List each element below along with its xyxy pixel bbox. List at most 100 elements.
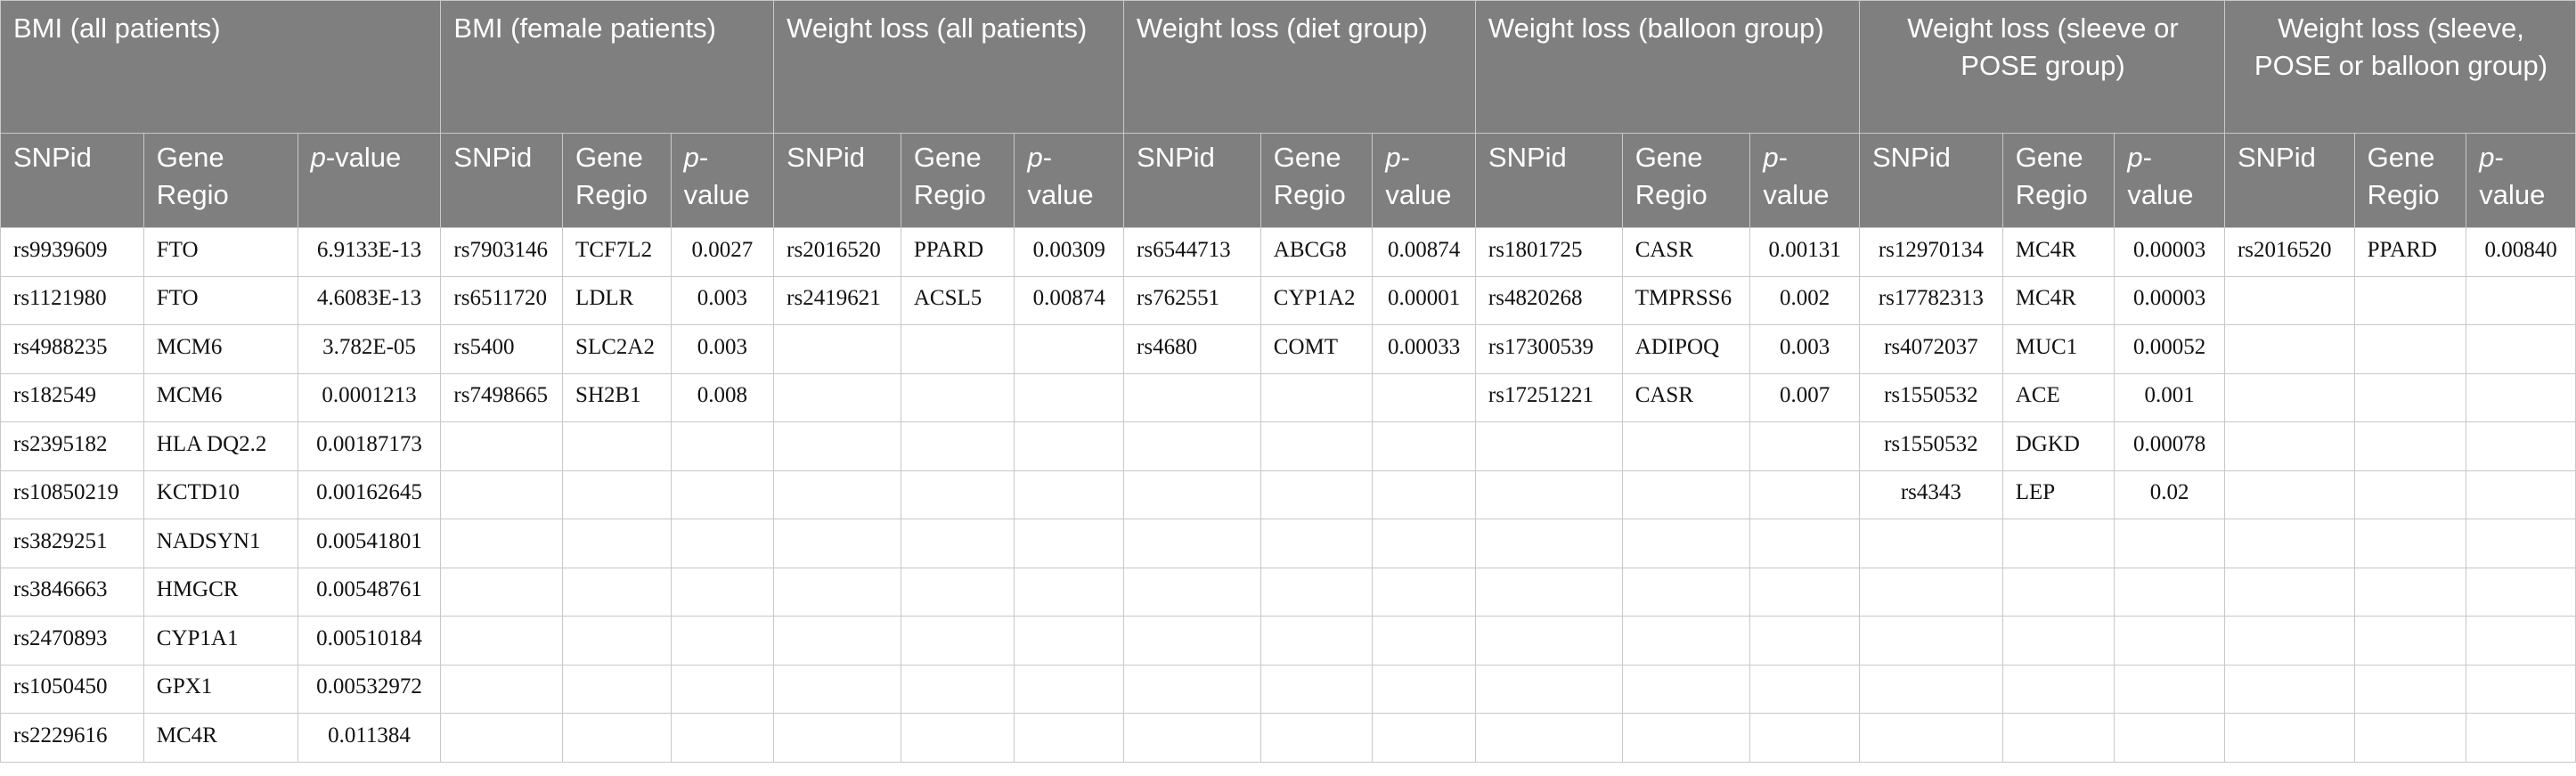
p-value-cell <box>2466 519 2576 568</box>
p-value-cell <box>1372 470 1476 519</box>
p-value-header-suffix: -value <box>325 142 402 173</box>
p-value-cell <box>1014 324 1125 374</box>
p-value-cell: 6.9133E-13 <box>297 227 442 277</box>
gene-cell: ADIPOQ <box>1621 324 1751 374</box>
p-value-cell: 0.003 <box>670 275 775 325</box>
group-header: Weight loss (balloon group) <box>1474 0 1860 134</box>
p-value-cell <box>2466 372 2576 422</box>
gene-cell <box>2353 713 2467 763</box>
gene-cell: HMGCR <box>143 567 298 617</box>
gene-cell: MCM6 <box>143 324 298 374</box>
p-value-cell <box>1749 713 1860 763</box>
gene-cell: CYP1A2 <box>1259 275 1374 325</box>
gene-cell <box>2001 519 2115 568</box>
gene-cell <box>1259 664 1374 714</box>
gene-cell: TCF7L2 <box>562 227 672 277</box>
snpid-cell: rs762551 <box>1123 275 1261 325</box>
snpid-cell <box>1858 616 2003 666</box>
snpid-cell: rs6511720 <box>440 275 564 325</box>
table-row: rs2470893 CYP1A1 0.00510184 <box>0 616 2576 666</box>
gene-cell: CYP1A1 <box>143 616 298 666</box>
gene-cell: MC4R <box>2001 275 2115 325</box>
gene-cell <box>1621 713 1751 763</box>
p-value-cell: 0.007 <box>1749 372 1860 422</box>
group-header: Weight loss (all patients) <box>773 0 1125 134</box>
gene-cell <box>900 421 1015 471</box>
snpid-cell: rs2419621 <box>773 275 901 325</box>
gene-cell <box>562 664 672 714</box>
p-value-header-suffix: -value <box>2127 142 2194 210</box>
table-body: rs9939609 FTO 6.9133E-13 rs7903146 TCF7L2 0.0… <box>0 227 2576 763</box>
p-value-cell <box>2466 713 2576 763</box>
gene-cell: MCM6 <box>143 372 298 422</box>
group-header: Weight loss (sleeve, POSE or balloon gro… <box>2223 0 2576 134</box>
snpid-header: SNPid <box>1474 133 1623 228</box>
snpid-cell <box>1858 519 2003 568</box>
snpid-cell: rs7903146 <box>440 227 564 277</box>
p-value-cell: 0.003 <box>670 324 775 374</box>
p-value-cell: 0.00532972 <box>297 664 442 714</box>
snpid-cell <box>773 567 901 617</box>
gene-cell <box>1259 470 1374 519</box>
snpid-cell <box>440 421 564 471</box>
snpid-cell <box>1123 372 1261 422</box>
p-value-cell: 0.003 <box>1749 324 1860 374</box>
p-value-cell <box>670 713 775 763</box>
snpid-cell: rs3829251 <box>0 519 144 568</box>
snpid-cell: rs4072037 <box>1858 324 2003 374</box>
gene-cell: COMT <box>1259 324 1374 374</box>
table-row: rs1121980 FTO 4.6083E-13 rs6511720 LDLR 0.003… <box>0 275 2576 325</box>
gene-cell <box>900 616 1015 666</box>
table-row: rs10850219 KCTD10 0.00162645 rs4343 LEP 0.02 <box>0 470 2576 519</box>
snpid-cell <box>773 664 901 714</box>
snpid-cell <box>440 470 564 519</box>
p-value-cell <box>670 567 775 617</box>
p-value-cell: 3.782E-05 <box>297 324 442 374</box>
snpid-header: SNPid <box>440 133 564 228</box>
p-value-cell <box>2466 567 2576 617</box>
table-row: rs182549 MCM6 0.0001213 rs7498665 SH2B1 0.008… <box>0 372 2576 422</box>
snpid-cell <box>1123 470 1261 519</box>
p-value-cell <box>1014 713 1125 763</box>
snpid-cell: rs4820268 <box>1474 275 1623 325</box>
p-value-header: p-value <box>2466 133 2576 228</box>
snpid-cell <box>440 664 564 714</box>
p-value-cell <box>1014 567 1125 617</box>
p-value-cell: 0.00541801 <box>297 519 442 568</box>
snpid-cell <box>2223 372 2355 422</box>
p-value-cell <box>1014 372 1125 422</box>
snpid-cell: rs17300539 <box>1474 324 1623 374</box>
p-value-cell <box>1372 616 1476 666</box>
p-value-cell <box>1014 664 1125 714</box>
gene-cell <box>562 616 672 666</box>
snpid-cell <box>1858 567 2003 617</box>
p-value-cell <box>2466 421 2576 471</box>
snpid-cell: rs17251221 <box>1474 372 1623 422</box>
p-value-cell <box>2114 616 2225 666</box>
p-value-header: p-value <box>1749 133 1860 228</box>
snpid-cell: rs17782313 <box>1858 275 2003 325</box>
snpid-cell <box>773 372 901 422</box>
table-row: rs4988235 MCM6 3.782E-05 rs5400 SLC2A2 0.003 r… <box>0 324 2576 374</box>
snpid-cell: rs1050450 <box>0 664 144 714</box>
snpid-header: SNPid <box>2223 133 2355 228</box>
gene-cell: GPX1 <box>143 664 298 714</box>
p-value-header-italic: p <box>683 142 699 173</box>
p-value-cell: 0.02 <box>2114 470 2225 519</box>
p-value-cell <box>1372 567 1476 617</box>
gene-cell <box>562 470 672 519</box>
gene-cell <box>2353 372 2467 422</box>
p-value-header-italic: p <box>1385 142 1401 173</box>
gene-region-header: Gene Regio <box>2353 133 2467 228</box>
gene-cell: DGKD <box>2001 421 2115 471</box>
gene-cell <box>900 372 1015 422</box>
snpid-cell <box>2223 470 2355 519</box>
gene-cell <box>1621 616 1751 666</box>
p-value-cell: 0.00309 <box>1014 227 1125 277</box>
gene-cell <box>900 519 1015 568</box>
p-value-header-suffix: -value <box>2479 142 2546 210</box>
gene-cell: PPARD <box>900 227 1015 277</box>
gene-cell <box>2353 324 2467 374</box>
p-value-cell: 0.0027 <box>670 227 775 277</box>
p-value-cell <box>2466 275 2576 325</box>
